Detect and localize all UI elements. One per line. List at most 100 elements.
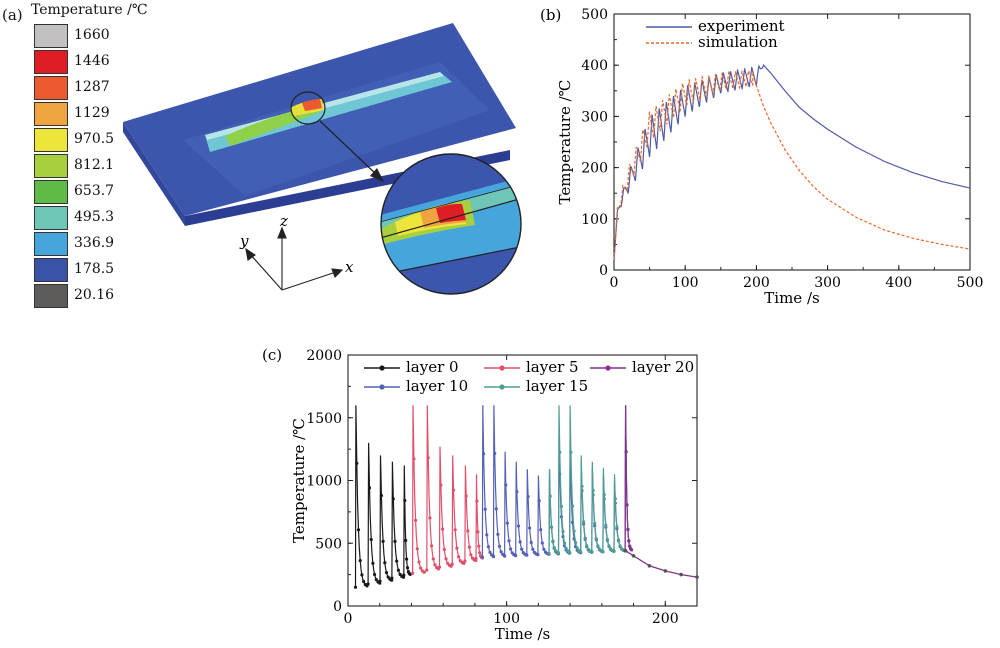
series-point [574, 541, 578, 545]
plot-frame [613, 13, 971, 271]
series-point [371, 561, 375, 566]
series-point [593, 521, 597, 526]
series-point [425, 568, 429, 572]
y-tick-label: 100 [581, 212, 608, 228]
x-tick-label: 100 [672, 275, 699, 291]
series-point [444, 557, 448, 561]
series-point [455, 546, 459, 550]
series-point [379, 493, 383, 498]
series-point [466, 529, 470, 533]
series-point [601, 549, 605, 554]
series-point [520, 547, 524, 551]
colorbar-swatch [34, 258, 68, 282]
series-point [547, 551, 551, 555]
series-point [548, 494, 552, 498]
series-point [428, 516, 432, 520]
series-point [493, 451, 497, 456]
series-point [411, 571, 415, 576]
colorbar-value: 812.1 [74, 157, 115, 173]
series-point [594, 537, 598, 541]
series-point [486, 545, 490, 549]
legend-label-simulation: simulation [698, 33, 778, 51]
series-point [583, 536, 587, 540]
cooling-tail-point [663, 569, 668, 573]
coordinate-axes [245, 226, 344, 291]
colorbar-value: 1129 [74, 105, 110, 121]
series-point [426, 456, 430, 460]
x-tick-label: 400 [885, 275, 912, 291]
series-point [391, 497, 395, 501]
series-point [514, 554, 518, 558]
series-point [582, 520, 586, 524]
series-point [430, 544, 434, 548]
series-point [516, 524, 521, 528]
series-point [474, 556, 478, 561]
series-point [572, 529, 576, 533]
series-point [615, 525, 619, 529]
colorbar-value: 20.16 [74, 287, 115, 303]
series-point [457, 555, 461, 559]
series-point [381, 539, 385, 544]
series-point [564, 546, 568, 550]
series-point [504, 483, 508, 487]
series-point [496, 532, 500, 537]
colorbar-value: 970.5 [74, 131, 115, 147]
colorbar-swatch [34, 50, 68, 74]
y-tick-label: 300 [581, 109, 608, 125]
series-point [602, 493, 606, 497]
y-tick-label: 0 [333, 599, 342, 615]
series-point [356, 528, 361, 532]
legend-label: layer 5 [526, 358, 579, 376]
series-point [505, 521, 509, 525]
series-point [607, 544, 611, 548]
series-point [494, 507, 498, 511]
series-point [422, 570, 426, 574]
series-point [561, 529, 565, 534]
series-point [464, 494, 468, 498]
series-point [390, 576, 394, 580]
y-tick-label: 2000 [306, 348, 342, 364]
series-point [453, 528, 457, 532]
chart-b: 0 100 200 300 400 500 0 100 200 300 400 500 Time /s T… [556, 7, 983, 307]
series-point [551, 539, 555, 543]
panel-a-label: (a) [2, 6, 23, 24]
colorbar-swatch [34, 128, 68, 152]
series-line-simulation [613, 69, 971, 260]
series-point [539, 528, 543, 532]
series-point [362, 579, 366, 584]
series-point [499, 550, 503, 554]
cooling-tail-point [695, 575, 699, 579]
colorbar-value: 653.7 [74, 183, 115, 199]
series-point [509, 547, 513, 551]
series-point [405, 566, 410, 570]
series-point [378, 579, 382, 583]
series-line-layer-0 [354, 405, 411, 588]
series-point [612, 549, 616, 553]
series-point [605, 537, 610, 541]
series-point [491, 555, 496, 559]
axis-x-label: x [345, 258, 354, 276]
legend-marker [499, 365, 505, 371]
series-point [480, 555, 484, 559]
series-point [624, 450, 628, 454]
zoom-arrowhead [370, 168, 384, 182]
colorbar-value: 178.5 [74, 261, 115, 277]
series-point [467, 545, 471, 549]
x-tick-label: 500 [957, 275, 984, 291]
series-point [405, 557, 409, 561]
series-point [417, 560, 421, 564]
y-tick-label: 400 [581, 58, 608, 74]
series-point [625, 503, 629, 507]
legend-marker [379, 365, 385, 371]
y-tick-label: 0 [599, 263, 608, 279]
series-point [355, 461, 359, 465]
y-tick-label: 200 [581, 161, 608, 177]
series-point [585, 544, 589, 548]
y-tick-label: 1000 [306, 474, 342, 490]
series-point [402, 573, 406, 577]
series-point [628, 544, 632, 548]
panel-c-label: (c) [262, 346, 282, 364]
series-point [568, 551, 572, 555]
legend-label: layer 20 [632, 358, 694, 376]
